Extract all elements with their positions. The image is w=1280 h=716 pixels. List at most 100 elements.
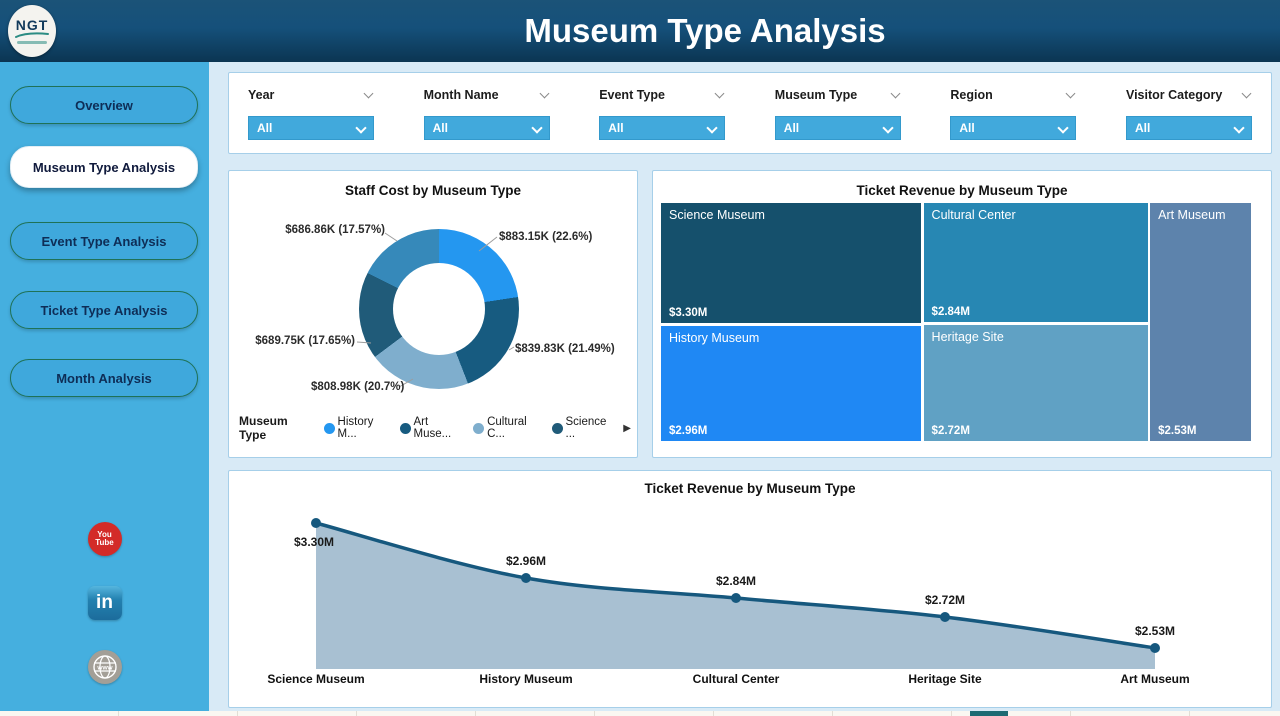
- slicer-label: Month Name: [423, 88, 499, 102]
- chevron-down-icon: [1065, 88, 1076, 99]
- area-chart[interactable]: $3.30M Science Museum $2.96M History Museum…: [229, 471, 1273, 709]
- sidebar-item-label: Month Analysis: [56, 370, 152, 386]
- slicer-label: Year: [248, 88, 275, 102]
- tile-name: Science Museum: [669, 208, 765, 222]
- report-canvas: Year All Month Name All Event Type All Museum …: [209, 62, 1280, 711]
- logo-tagline: [17, 40, 47, 44]
- area-data-point[interactable]: [311, 518, 321, 528]
- area-data-label: $2.96M: [506, 554, 546, 568]
- slicer-dropdown[interactable]: All: [950, 116, 1077, 140]
- sidebar-item-label: Museum Type Analysis: [32, 159, 176, 175]
- donut-data-label: $808.98K (20.7%): [311, 381, 405, 393]
- donut-data-label: $883.15K (22.6%): [499, 231, 593, 243]
- slicer-header[interactable]: Visitor Category: [1126, 88, 1252, 106]
- chevron-down-icon: [530, 122, 543, 134]
- chevron-down-icon: [1233, 122, 1245, 134]
- slicer-label: Event Type: [599, 88, 665, 102]
- area-data-point[interactable]: [731, 593, 741, 603]
- tile-value: $2.96M: [669, 424, 708, 437]
- filter-bar: Year All Month Name All Event Type All Museum …: [228, 72, 1272, 154]
- chevron-down-icon: [1057, 122, 1070, 134]
- ticket-revenue-treemap-panel: Ticket Revenue by Museum Type Science Mu…: [652, 170, 1272, 458]
- slicer-dropdown[interactable]: All: [423, 116, 550, 140]
- website-globe-icon[interactable]: www: [87, 650, 122, 684]
- tile-name: Art Museum: [1158, 208, 1226, 222]
- legend-item[interactable]: Science ...: [551, 416, 616, 440]
- slicer-header[interactable]: Museum Type: [775, 88, 901, 106]
- header: NGT Museum Type Analysis: [0, 0, 1280, 62]
- slicer-dropdown[interactable]: All: [248, 116, 374, 140]
- area-data-label: $3.30M: [294, 535, 334, 549]
- page-tabs-strip: [0, 711, 1280, 716]
- tile-name: History Museum: [669, 330, 760, 345]
- slicer-header[interactable]: Year: [248, 88, 374, 106]
- donut-chart[interactable]: [359, 229, 519, 389]
- treemap-tile-art-museum[interactable]: Art Museum $2.53M: [1150, 203, 1251, 441]
- slicer-header[interactable]: Month Name: [424, 88, 550, 106]
- donut-data-label: $686.86K (17.57%): [285, 224, 385, 236]
- slicer-value: All: [608, 121, 624, 135]
- tile-value: $2.72M: [931, 424, 970, 437]
- area-data-point[interactable]: [521, 573, 531, 583]
- sidebar-item-label: Event Type Analysis: [41, 233, 167, 249]
- slicer-label: Museum Type: [774, 88, 858, 102]
- legend-dot-icon: [399, 422, 411, 434]
- tile-name: Heritage Site: [931, 329, 1004, 344]
- area-data-label: $2.72M: [925, 593, 965, 607]
- slicer-dropdown[interactable]: All: [1125, 116, 1252, 140]
- filter-event-type: Event Type All: [599, 88, 726, 153]
- slicer-dropdown[interactable]: All: [774, 116, 901, 140]
- area-data-point[interactable]: [940, 612, 950, 622]
- treemap-tile-science-museum[interactable]: Science Museum $3.30M: [661, 203, 922, 324]
- sidebar-item-label: Overview: [75, 97, 133, 113]
- filter-museum-type: Museum Type All: [774, 88, 901, 153]
- filter-visitor-category: Visitor Category All: [1125, 88, 1252, 153]
- chevron-down-icon: [363, 88, 374, 99]
- donut-data-label: $839.83K (21.49%): [515, 343, 615, 355]
- youtube-icon[interactable]: You Tube: [87, 522, 122, 556]
- legend-item[interactable]: Cultural C...: [473, 416, 543, 440]
- chevron-down-icon: [890, 88, 901, 99]
- chevron-down-icon: [714, 88, 725, 99]
- linkedin-icon[interactable]: in: [87, 586, 122, 620]
- slicer-header[interactable]: Region: [950, 88, 1076, 106]
- legend-item-label: Cultural C...: [487, 416, 527, 440]
- sidebar-item-label: Ticket Type Analysis: [40, 302, 168, 318]
- svg-text:www: www: [96, 665, 113, 672]
- treemap-tile-cultural-center[interactable]: Cultural Center $2.84M: [923, 203, 1148, 323]
- sidebar-item-month-analysis[interactable]: Month Analysis: [10, 359, 198, 397]
- slicer-value: All: [1134, 121, 1151, 135]
- sidebar-item-museum-type-analysis[interactable]: Museum Type Analysis: [10, 146, 198, 188]
- slicer-value: All: [959, 121, 975, 135]
- legend-item-label: Art Muse...: [413, 416, 452, 440]
- treemap-tile-heritage-site[interactable]: Heritage Site $2.72M: [923, 324, 1148, 441]
- filter-month-name: Month Name All: [423, 88, 550, 153]
- donut-data-label: $689.75K (17.65%): [255, 335, 355, 347]
- chevron-down-icon: [706, 122, 718, 134]
- legend-item[interactable]: Art Muse...: [399, 416, 466, 440]
- legend-dot-icon: [551, 422, 563, 434]
- slicer-label: Region: [950, 88, 993, 102]
- legend-item[interactable]: History M...: [323, 416, 392, 440]
- filter-region: Region All: [950, 88, 1077, 153]
- x-axis-label: Cultural Center: [693, 672, 780, 686]
- slicer-header[interactable]: Event Type: [599, 88, 725, 106]
- sidebar-item-overview[interactable]: Overview: [10, 86, 198, 124]
- chevron-down-icon: [539, 88, 550, 99]
- slicer-dropdown[interactable]: All: [599, 116, 726, 140]
- area-data-point[interactable]: [1150, 643, 1160, 653]
- legend-scroll-arrow-icon[interactable]: ▶: [623, 422, 631, 434]
- social-links: You Tube in www: [0, 522, 209, 684]
- page-title: Museum Type Analysis: [524, 12, 886, 49]
- ngt-logo-text: NGT: [15, 16, 49, 33]
- area-data-label: $2.84M: [716, 574, 756, 588]
- sidebar-item-event-type-analysis[interactable]: Event Type Analysis: [10, 222, 198, 260]
- sidebar-item-ticket-type-analysis[interactable]: Ticket Type Analysis: [10, 291, 198, 329]
- treemap-tile-history-museum[interactable]: History Museum $2.96M: [661, 325, 922, 441]
- x-axis-label: Heritage Site: [908, 672, 982, 686]
- area-chart-title: Ticket Revenue by Museum Type: [644, 481, 856, 496]
- x-axis-label: History Museum: [479, 672, 572, 686]
- sidebar: Overview Museum Type Analysis Event Type A…: [0, 62, 209, 711]
- tile-value: $2.84M: [931, 306, 970, 319]
